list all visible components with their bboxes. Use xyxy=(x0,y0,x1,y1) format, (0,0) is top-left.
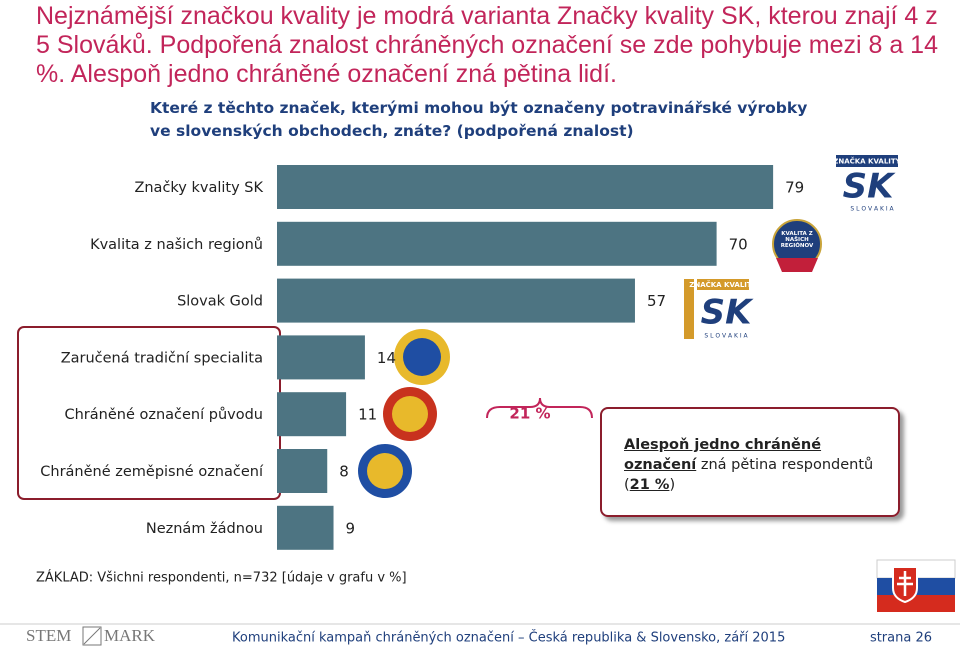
logo-text: KVALITA Z NAŠICH REGIÓNOV xyxy=(780,231,814,249)
callout: Alespoň jedno chráněné označení zná pěti… xyxy=(600,407,900,517)
value-label: 9 xyxy=(346,519,356,537)
bar xyxy=(277,505,334,550)
logo-sk: ZNAČKA KVALITY SK S L O V A K I A xyxy=(833,155,902,213)
category-label: Neznám žádnou xyxy=(146,521,263,537)
logo-text: S L O V A K I A xyxy=(850,206,894,213)
value-label: 57 xyxy=(647,292,666,310)
callout-text: zná pětina respondentů ( xyxy=(624,457,874,493)
logo-eu xyxy=(358,329,450,498)
annotation: 21 % xyxy=(509,405,550,423)
callout-text: 21 % xyxy=(629,477,670,493)
value-label: 14 xyxy=(377,349,396,367)
bar xyxy=(277,335,365,380)
bar xyxy=(277,449,328,493)
value-label: 11 xyxy=(358,406,377,424)
bar xyxy=(277,221,717,266)
bar xyxy=(277,278,635,323)
category-label: Chráněné označení původu xyxy=(64,407,263,423)
callout-text: ) xyxy=(669,477,676,493)
category-label: Značky kvality SK xyxy=(134,180,263,196)
bar xyxy=(277,165,774,209)
logo-regions: KVALITA Z NAŠICH REGIÓNOV xyxy=(772,219,822,272)
logo-text: ZNAČKA KVALITY xyxy=(689,280,757,289)
value-label: 70 xyxy=(729,235,748,253)
callout-text: Alespoň jedno chráněné označení xyxy=(624,437,822,473)
category-label: Zaručená tradiční specialita xyxy=(61,350,263,366)
value-label: 79 xyxy=(785,179,804,197)
page-number: strana 26 xyxy=(870,631,932,646)
bracket xyxy=(486,397,593,419)
brand-mark xyxy=(83,627,101,645)
logo-sk: ZNAČKA KVALITY SK S L O V A K I A xyxy=(684,279,758,340)
category-label: Kvalita z našich regionů xyxy=(90,237,263,253)
logo-text: SK xyxy=(843,167,896,207)
category-label: Slovak Gold xyxy=(177,294,263,310)
brand-mark xyxy=(82,626,102,646)
logo-text: SK xyxy=(701,293,754,333)
footer-text: Komunikační kampaň chráněných označení –… xyxy=(232,630,785,646)
logo-text: S L O V A K I A xyxy=(704,333,748,340)
slide-title: Nejznámější značkou kvality je modrá var… xyxy=(36,2,938,88)
bar xyxy=(277,392,347,437)
chart-title: Které z těchto značek, kterými mohou být… xyxy=(150,99,808,140)
flag xyxy=(876,559,956,612)
logo-text: ZNAČKA KVALITY xyxy=(833,157,901,166)
brand: STEM xyxy=(26,626,71,645)
note: ZÁKLAD: Všichni respondenti, n=732 [údaj… xyxy=(36,570,407,586)
brand: MARK xyxy=(104,626,156,645)
value-label: 8 xyxy=(339,463,349,481)
category-label: Chráněné zeměpisné označení xyxy=(40,464,264,480)
